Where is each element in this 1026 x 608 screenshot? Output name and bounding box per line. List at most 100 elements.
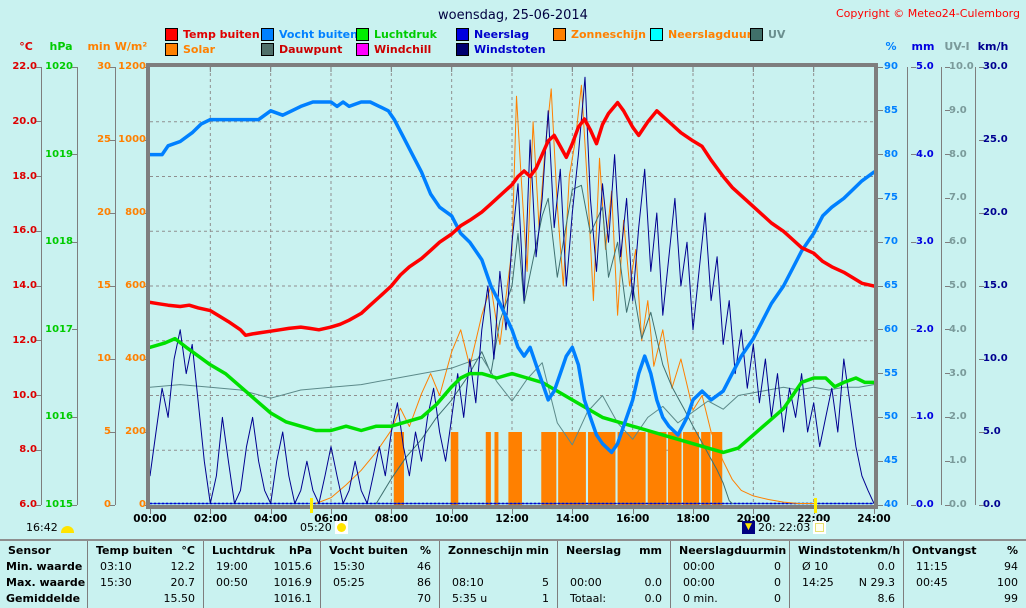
- table-cell-value: [501, 559, 557, 575]
- legend-swatch: [650, 28, 663, 41]
- axis-line: [115, 67, 116, 505]
- sunshine-bar: [558, 432, 586, 505]
- table-column-unit: °C: [181, 544, 195, 557]
- sunset-time-label: 22:03: [778, 521, 811, 534]
- axis-tick-label: 200: [125, 426, 146, 437]
- axis-tick: [110, 285, 115, 287]
- table-column-name: Luchtdruk: [212, 544, 275, 557]
- axis-unit-label: min: [87, 40, 111, 53]
- axis-tick-label: 1000: [118, 134, 146, 145]
- table-cell-value: 100: [997, 576, 1018, 589]
- table-header-cell: Windstoten km/h: [790, 543, 903, 559]
- table-column-neerslagduur: Neerslagduur min 00:00 0 00:00 0 0 min. 0: [670, 541, 789, 608]
- legend-swatch: [356, 43, 369, 56]
- table-data-row: 14:25 N 29.3: [790, 575, 903, 591]
- axis-tick-label: 400: [125, 353, 146, 364]
- axis-tick-label: 7.0: [949, 192, 967, 204]
- axis-tick-label: 4.0: [916, 148, 934, 160]
- chart-canvas: [150, 67, 874, 505]
- table-row-label: Max. waarde: [6, 576, 86, 589]
- axis-unit-label: %: [885, 40, 897, 53]
- axis-tick: [110, 431, 115, 433]
- table-data-row: 5:35 u 1: [440, 591, 557, 607]
- axis-tick-label: 10: [97, 353, 111, 364]
- table-corner-label: Sensor: [8, 544, 51, 557]
- axis-tick-label: 1.0: [949, 455, 967, 467]
- sunrise-axis-tick: [309, 498, 313, 513]
- axis-tick: [979, 431, 984, 433]
- legend-label: Luchtdruk: [374, 28, 437, 41]
- table-column-name: Neerslag: [566, 544, 622, 557]
- legend-item: Windchill: [356, 43, 431, 56]
- table-column-unit: min: [763, 544, 787, 557]
- table-cell-value: 1016.9: [273, 576, 313, 589]
- table-cell-time: [904, 591, 967, 607]
- legend-swatch: [165, 28, 178, 41]
- legend-label: Windchill: [374, 43, 432, 56]
- axis-tick: [36, 449, 41, 451]
- legend-label: UV: [768, 28, 786, 41]
- axis-tick-label: 10.0: [983, 353, 1008, 364]
- axis-unit-label: °C: [19, 40, 33, 53]
- table-column-neerslag: Neerslag mm 00:00 0.0 Totaal: 0.0: [557, 541, 670, 608]
- table-data-row: 00:45 100: [904, 575, 1026, 591]
- table-data-row: 70: [321, 591, 439, 607]
- legend-item: Zonneschijn: [553, 28, 646, 41]
- axis-unit-label: km/h: [977, 40, 1009, 53]
- legend-label: Neerslag: [474, 28, 530, 41]
- table-cell-time: [321, 591, 382, 607]
- x-axis-tick: [451, 509, 453, 514]
- legend-item: Neerslagduur: [650, 28, 752, 41]
- table-row-label: Gemiddelde: [6, 592, 81, 605]
- table-cell-value: 0.0: [644, 576, 663, 589]
- axis-tick: [72, 416, 77, 418]
- axis-tick: [36, 395, 41, 396]
- table-header-cell: Neerslagduur min: [671, 543, 789, 559]
- sunshine-bar: [485, 432, 491, 505]
- axis-tick: [72, 241, 77, 243]
- table-cell-time: 19:00: [216, 560, 248, 573]
- table-cell-time: Totaal:: [570, 592, 607, 605]
- table-row-label-cell: Min. waarde: [0, 559, 87, 575]
- legend-swatch: [261, 43, 274, 56]
- axis-tick: [945, 66, 950, 68]
- table-column-vocht-buiten: Vocht buiten% 15:30 46 05:25 86 70: [320, 541, 439, 608]
- table-data-row: Ø 10 min. 0.0: [790, 559, 903, 575]
- axis-unit-label: hPa: [49, 40, 73, 53]
- axis-tick-label: 10.0: [12, 389, 37, 401]
- axis-tick: [979, 66, 984, 68]
- axis-tick: [945, 329, 950, 331]
- sunshine-bar: [667, 432, 682, 505]
- axis-tick-label: 60: [884, 323, 898, 335]
- axis-tick-label: 20: [97, 207, 111, 218]
- x-axis-tick: [572, 509, 574, 514]
- table-row-label-cell: Max. waarde: [0, 575, 87, 591]
- legend-item: Luchtdruk: [356, 28, 437, 41]
- axis-tick: [36, 121, 41, 123]
- axis-tick-label: 0: [139, 499, 146, 510]
- legend-item: UV: [750, 28, 785, 41]
- table-data-row: 15.50: [88, 591, 203, 607]
- table-data-row: 11:15 94: [904, 559, 1026, 575]
- legend-label: Zonneschijn: [571, 28, 646, 41]
- series-windstoten: [150, 76, 874, 504]
- series-temp-buiten: [150, 100, 874, 338]
- x-axis-label: 12:00: [495, 513, 529, 525]
- sunshine-bar: [712, 432, 723, 505]
- table-cell-value: 94: [1004, 560, 1018, 573]
- axis-tick-label: 16.0: [12, 225, 37, 237]
- table-cell-time: 00:50: [216, 576, 248, 589]
- axis-tick: [878, 110, 883, 112]
- sunset-axis-tick: [814, 498, 818, 513]
- axis-line: [907, 67, 908, 505]
- axis-tick-label: 65: [884, 280, 898, 291]
- table-cell-value: 1: [542, 592, 549, 605]
- x-axis-tick: [874, 509, 875, 514]
- x-axis-tick: [391, 509, 393, 514]
- axis-tick: [945, 460, 950, 462]
- axis-tick: [36, 230, 41, 232]
- x-axis-tick: [753, 509, 755, 514]
- axis-tick: [878, 241, 883, 243]
- table-data-row: 1016.1: [204, 591, 320, 607]
